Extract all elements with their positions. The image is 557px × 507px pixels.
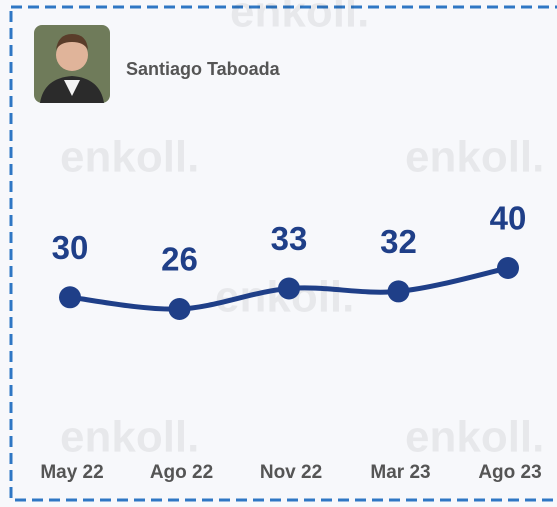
value-label: 30 xyxy=(52,229,89,266)
x-tick-label: Nov 22 xyxy=(260,462,322,483)
watermark: enkoll. xyxy=(60,133,199,182)
watermark: enkoll. xyxy=(405,413,544,462)
x-tick-label: Ago 22 xyxy=(150,462,213,483)
watermark: enkoll. xyxy=(230,0,369,37)
value-label: 40 xyxy=(490,200,527,237)
person-name: Santiago Taboada xyxy=(126,59,281,79)
point xyxy=(278,278,300,300)
avatar xyxy=(34,25,110,103)
point xyxy=(59,286,81,308)
watermark: enkoll. xyxy=(405,133,544,182)
x-tick-label: Mar 23 xyxy=(370,462,430,483)
value-label: 33 xyxy=(271,220,308,257)
point xyxy=(169,298,191,320)
point xyxy=(497,257,519,279)
chart: Santiago Taboada enkoll. enkoll. enkoll. en… xyxy=(0,0,557,507)
point xyxy=(388,280,410,302)
watermark: enkoll. xyxy=(60,413,199,462)
value-label: 26 xyxy=(161,241,198,278)
x-tick-label: May 22 xyxy=(40,462,103,483)
value-label: 32 xyxy=(380,223,417,260)
x-tick-label: Ago 23 xyxy=(478,462,541,483)
